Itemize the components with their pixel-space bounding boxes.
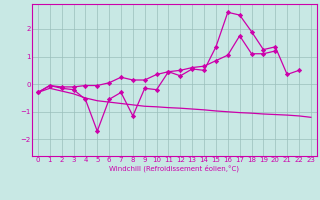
X-axis label: Windchill (Refroidissement éolien,°C): Windchill (Refroidissement éolien,°C) bbox=[109, 165, 239, 172]
